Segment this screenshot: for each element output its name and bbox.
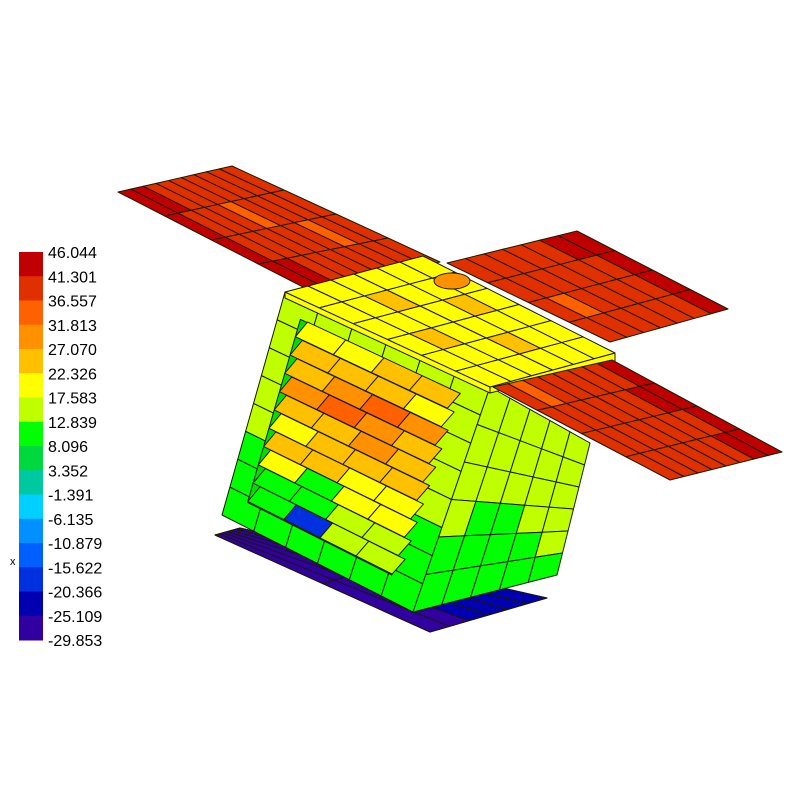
- legend-label: 3.352: [48, 463, 88, 480]
- legend-band: [19, 446, 43, 471]
- legend-band: [19, 518, 43, 544]
- legend-band: [19, 567, 43, 592]
- legend-label: 17.583: [48, 391, 97, 408]
- right-side-face: [412, 386, 591, 613]
- right-lower-solar-panel: [492, 359, 783, 481]
- legend-label: -15.622: [48, 560, 102, 577]
- legend-label: -10.879: [48, 536, 102, 553]
- antenna-dish: [433, 272, 471, 290]
- legend-label: -20.366: [48, 585, 102, 602]
- legend-band: [19, 373, 43, 398]
- legend-band: [19, 397, 43, 423]
- legend-label: 22.326: [48, 366, 97, 383]
- legend-band: [19, 543, 43, 568]
- legend-label: 8.096: [48, 439, 88, 456]
- legend-label: 41.301: [48, 269, 97, 286]
- legend-label: -1.391: [48, 488, 93, 505]
- legend-label: 46.044: [48, 245, 97, 262]
- legend-band: [19, 324, 43, 350]
- legend-band: [19, 615, 43, 641]
- legend-label: 31.813: [48, 318, 97, 335]
- legend-label: 12.839: [48, 415, 97, 432]
- legend-label: 27.070: [48, 342, 97, 359]
- legend-bands: [19, 252, 43, 641]
- legend-band: [19, 349, 43, 374]
- legend-band: [19, 494, 43, 520]
- legend-labels: 46.044 41.301 36.557 31.813 27.070 22.326 17.5…: [48, 245, 102, 650]
- legend-band: [19, 252, 43, 277]
- top-plate-cell: [561, 336, 616, 360]
- legend-band: [19, 276, 43, 301]
- right-upper-solar-panel-cell: [672, 289, 729, 315]
- legend-band: [19, 421, 43, 447]
- legend-label: -25.109: [48, 609, 102, 626]
- legend-band: [19, 591, 43, 617]
- right-lower-solar-panel-cell: [724, 428, 783, 456]
- top-plate: [284, 255, 616, 388]
- legend-label: -6.135: [48, 512, 93, 529]
- right-side-face-cell: [527, 552, 563, 583]
- legend-band: [19, 470, 43, 495]
- legend-label: -29.853: [48, 633, 102, 650]
- interior-shelf-cell: [355, 540, 406, 575]
- axis-marker-x: x: [10, 556, 16, 568]
- right-upper-solar-panel: [446, 230, 729, 343]
- legend-label: 36.557: [48, 294, 97, 311]
- legend-band: [19, 300, 43, 326]
- interior-shelves: [247, 321, 461, 575]
